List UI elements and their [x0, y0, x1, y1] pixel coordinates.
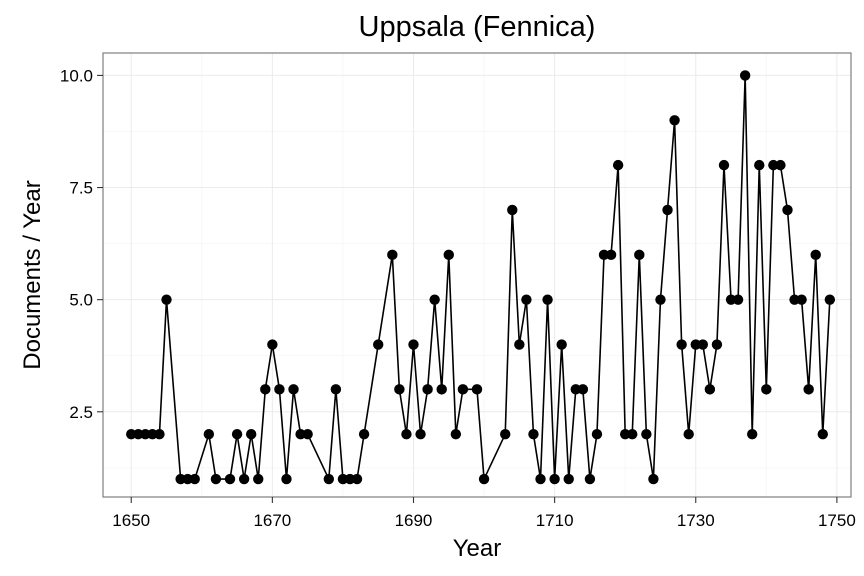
- data-point: [443, 249, 454, 261]
- data-point: [245, 429, 257, 440]
- data-point: [238, 473, 250, 485]
- data-point: [253, 473, 264, 485]
- data-point: [401, 429, 412, 440]
- data-point: [634, 249, 645, 261]
- data-point: [683, 429, 694, 440]
- data-point: [584, 473, 596, 485]
- data-point: [260, 384, 271, 395]
- x-tick-label: 1750: [818, 511, 856, 530]
- data-point: [224, 473, 236, 485]
- data-point: [387, 249, 398, 261]
- data-point: [450, 429, 462, 440]
- x-tick-label: 1710: [536, 511, 574, 530]
- x-axis: 1650 1670 1690 1710 1730 1750: [112, 497, 856, 530]
- data-point: [422, 384, 433, 395]
- data-point: [507, 204, 518, 216]
- data-point: [521, 294, 532, 305]
- data-point: [747, 429, 758, 440]
- data-point: [161, 294, 172, 305]
- data-point: [203, 429, 215, 440]
- data-point: [358, 429, 370, 440]
- data-point: [231, 429, 243, 440]
- data-point: [718, 159, 730, 171]
- data-point: [732, 294, 744, 305]
- data-point: [627, 429, 638, 440]
- series-line: [131, 74, 831, 480]
- data-point: [775, 159, 786, 171]
- data-point: [274, 384, 285, 395]
- data-point: [535, 473, 546, 485]
- data-point: [711, 339, 723, 350]
- data-point: [281, 473, 292, 485]
- y-tick-label: 7.5: [69, 179, 93, 198]
- chart-title: Uppsala (Fennica): [359, 11, 596, 43]
- data-point: [577, 384, 589, 395]
- data-point: [761, 384, 772, 395]
- x-tick-label: 1730: [677, 511, 715, 530]
- data-point: [810, 249, 821, 261]
- data-point: [429, 294, 440, 305]
- data-point: [563, 473, 574, 485]
- data-point: [612, 159, 624, 171]
- data-point: [669, 115, 680, 126]
- data-point: [267, 339, 278, 350]
- major-gridlines: [103, 53, 851, 497]
- data-point: [655, 294, 666, 305]
- data-point: [436, 384, 447, 395]
- plot-panel: [102, 52, 852, 498]
- y-tick-label: 5.0: [69, 291, 93, 310]
- data-point: [210, 473, 222, 485]
- x-axis-title: Year: [453, 535, 502, 562]
- data-point: [478, 473, 490, 485]
- data-point: [605, 249, 617, 261]
- data-point: [676, 339, 687, 350]
- data-point: [782, 204, 793, 216]
- data-point: [500, 429, 511, 440]
- minor-gridlines: [103, 53, 851, 497]
- data-point: [796, 294, 807, 305]
- data-point: [457, 384, 469, 395]
- data-point: [415, 429, 426, 440]
- data-point: [408, 339, 419, 350]
- data-point: [803, 384, 814, 395]
- data-point: [739, 70, 751, 81]
- data-point: [591, 429, 603, 440]
- data-point: [514, 339, 525, 350]
- data-point: [323, 473, 335, 485]
- data-point: [641, 429, 652, 440]
- data-point: [817, 429, 828, 440]
- y-tick-label: 2.5: [69, 403, 93, 422]
- data-point: [648, 473, 659, 485]
- data-point: [824, 294, 836, 305]
- data-point: [754, 159, 765, 171]
- data-point: [697, 339, 709, 350]
- data-point: [154, 429, 165, 440]
- series-layer: [126, 70, 836, 485]
- x-tick-label: 1650: [112, 511, 150, 530]
- data-point: [528, 429, 539, 440]
- data-point: [394, 384, 405, 395]
- data-point: [662, 204, 673, 216]
- data-point: [704, 384, 716, 395]
- data-point: [288, 384, 299, 395]
- data-point: [471, 384, 483, 395]
- y-axis-title: Documents / Year: [19, 180, 46, 369]
- x-tick-label: 1690: [395, 511, 433, 530]
- data-point: [351, 473, 363, 485]
- x-tick-label: 1670: [253, 511, 291, 530]
- data-point: [189, 473, 200, 485]
- data-point: [549, 473, 560, 485]
- data-point: [302, 429, 313, 440]
- y-tick-label: 10.0: [60, 66, 93, 85]
- data-point: [556, 339, 567, 350]
- y-axis: 2.5 5.0 7.5 10.0: [60, 66, 103, 422]
- data-point: [542, 294, 553, 305]
- data-point: [330, 384, 342, 395]
- data-point: [373, 339, 384, 350]
